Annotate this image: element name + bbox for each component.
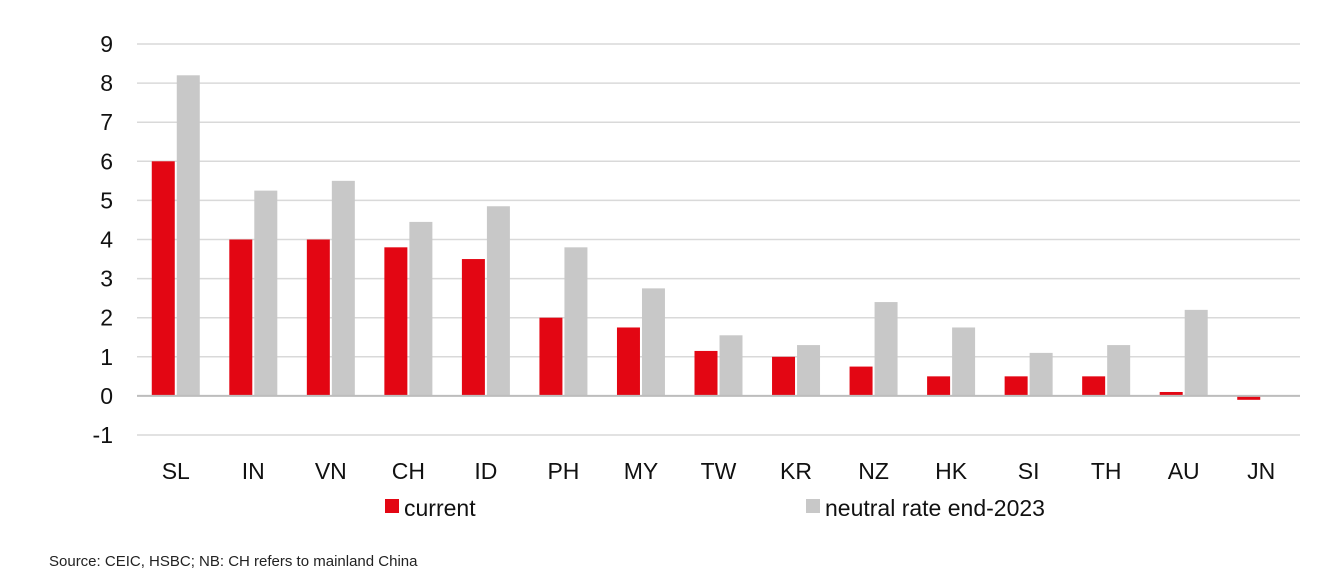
bar-current-au [1159, 391, 1183, 396]
x-tick-label-si: SI [1018, 458, 1040, 484]
source-note: Source: CEIC, HSBC; NB: CH refers to mai… [49, 553, 418, 570]
x-tick-label-id: ID [474, 458, 497, 484]
y-axis-ticks: 9 8 7 6 5 4 3 2 1 0 -1 [93, 31, 114, 448]
y-tick-label: 8 [100, 70, 113, 96]
bar-current-in [229, 239, 253, 396]
x-tick-label-in: IN [242, 458, 265, 484]
x-tick-label-nz: NZ [858, 458, 889, 484]
x-tick-label-au: AU [1168, 458, 1200, 484]
bar-current-jn [1237, 395, 1261, 400]
y-tick-label: 3 [100, 266, 113, 292]
bar-current-ch [384, 247, 408, 396]
bar-neutral-nz [874, 302, 898, 396]
bar-neutral-ph [564, 247, 588, 396]
x-tick-label-th: TH [1091, 458, 1122, 484]
legend-label-current: current [404, 495, 476, 521]
bar-neutral-th [1107, 345, 1131, 396]
legend-swatch-neutral-rate [806, 499, 820, 513]
bar-current-ph [539, 317, 563, 396]
x-tick-label-my: MY [624, 458, 659, 484]
bar-neutral-ch [409, 221, 433, 396]
y-tick-label: 5 [100, 187, 113, 213]
bar-neutral-my [641, 288, 665, 396]
y-tick-label: 1 [100, 344, 113, 370]
x-tick-label-vn: VN [315, 458, 347, 484]
y-tick-label: 6 [100, 148, 113, 174]
y-tick-label: 0 [100, 383, 113, 409]
bars [151, 75, 1286, 400]
x-tick-label-hk: HK [935, 458, 968, 484]
bar-current-vn [306, 239, 330, 396]
bar-current-si [1004, 376, 1028, 396]
bar-neutral-kr [797, 345, 821, 396]
bar-neutral-hk [952, 327, 976, 396]
bar-neutral-id [486, 206, 510, 396]
bar-neutral-vn [331, 180, 355, 396]
legend-swatch-current [385, 499, 399, 513]
y-tick-label: 9 [100, 31, 113, 57]
legend: current neutral rate end-2023 [385, 495, 1045, 521]
x-tick-label-ch: CH [392, 458, 425, 484]
bar-current-sl [151, 161, 175, 396]
bar-current-th [1082, 376, 1106, 396]
y-tick-label: 7 [100, 109, 113, 135]
x-tick-label-jn: JN [1247, 458, 1275, 484]
bar-neutral-in [254, 190, 278, 396]
bar-current-hk [927, 376, 951, 396]
bar-current-id [461, 259, 485, 396]
x-tick-label-sl: SL [162, 458, 190, 484]
bar-neutral-si [1029, 352, 1053, 396]
bar-current-my [616, 327, 640, 396]
x-tick-label-kr: KR [780, 458, 812, 484]
bar-current-nz [849, 366, 873, 396]
y-tick-label: 4 [100, 227, 113, 253]
x-tick-label-tw: TW [701, 458, 737, 484]
x-tick-label-ph: PH [547, 458, 579, 484]
y-tick-label: 2 [100, 305, 113, 331]
y-tick-label: -1 [93, 422, 113, 448]
bar-neutral-au [1184, 309, 1208, 396]
x-axis-ticks: SL IN VN CH ID PH MY TW KR NZ HK SI TH AU JN [162, 458, 1276, 484]
bar-neutral-sl [176, 75, 200, 396]
bar-neutral-tw [719, 335, 743, 396]
bar-current-kr [772, 356, 796, 396]
bar-current-tw [694, 350, 718, 396]
gridlines [137, 43, 1300, 436]
legend-label-neutral-rate: neutral rate end-2023 [825, 495, 1045, 521]
